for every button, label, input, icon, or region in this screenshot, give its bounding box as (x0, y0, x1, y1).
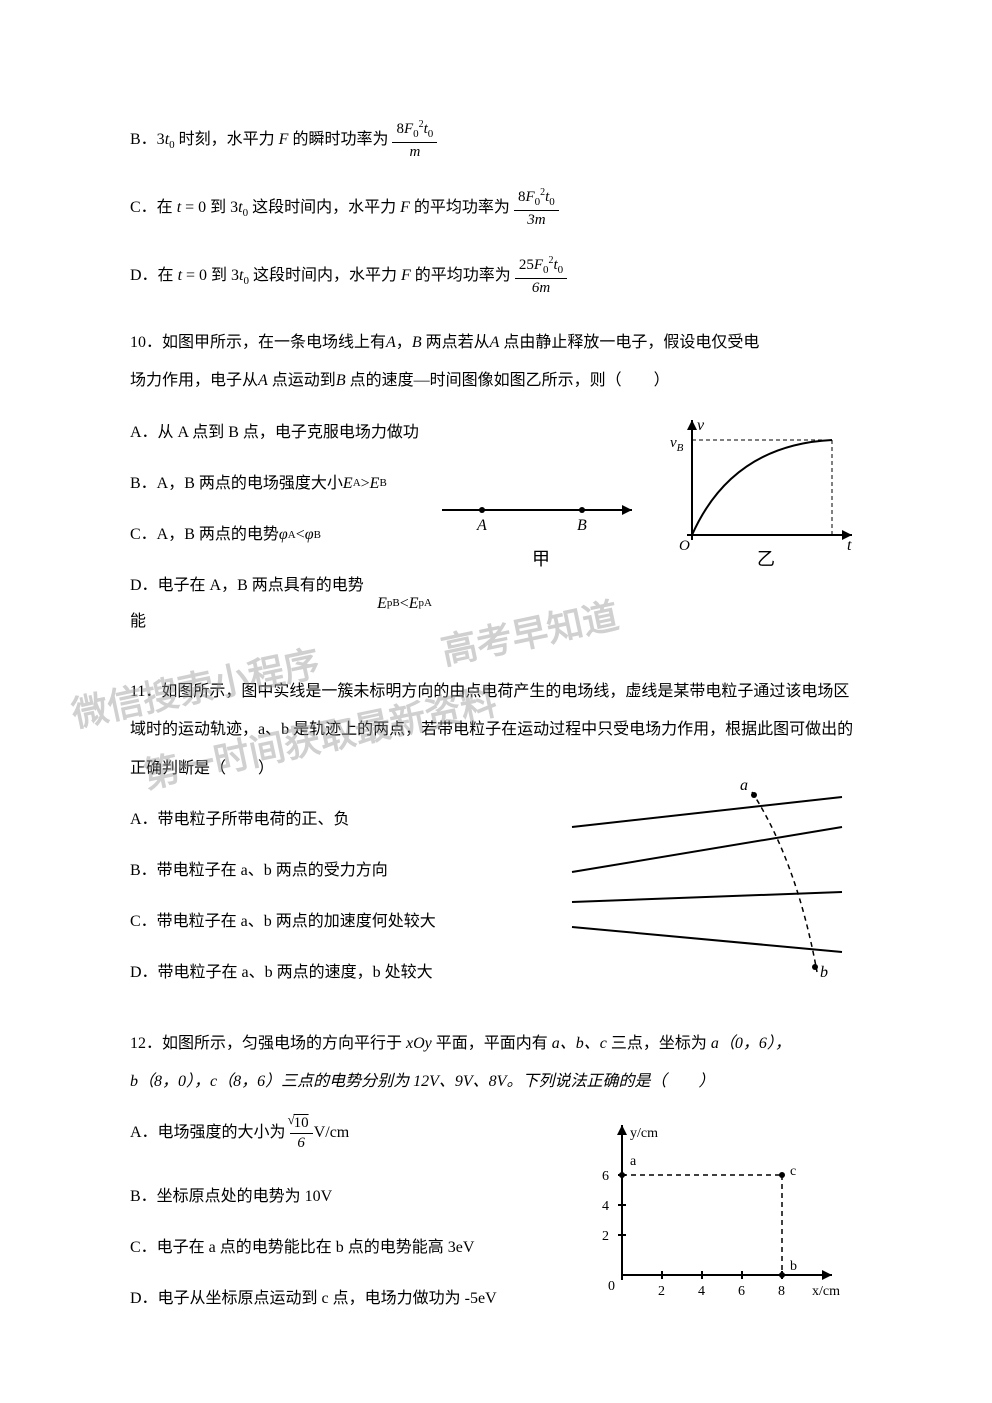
q12-option-C: C．电子在 a 点的电势能比在 b 点的电势能高 3eV (130, 1230, 582, 1265)
q11-option-C: C．带电粒子在 a、b 两点的加速度何处较大 (130, 904, 562, 939)
q9-D-fraction: 25F02t0 6m (515, 256, 567, 296)
ytick2: 2 (602, 1229, 609, 1244)
q9-D-text: D．在 t = 0 到 3t0 这段时间内，水平力 F 的平均功率为 (130, 258, 511, 293)
q12-option-D: D．电子从坐标原点运动到 c 点，电场力做功为 -5eV (130, 1281, 582, 1316)
fig-O: O (679, 538, 690, 554)
q10-option-D: D．电子在 A，B 两点具有的电势能 EpB < EpA (130, 568, 432, 638)
q9-B-fraction: 8F02t0 m (392, 120, 437, 160)
q11-b: b (820, 964, 828, 981)
fig-yi: 乙 (757, 549, 775, 569)
pt-c: c (790, 1164, 796, 1179)
q12-option-A: A．电场强度的大小为 10 6 √ V/cm (130, 1115, 582, 1150)
q9-option-C: C．在 t = 0 到 3t0 这段时间内，水平力 F 的平均功率为 8F02t… (130, 188, 862, 228)
ytick4: 4 (602, 1199, 609, 1214)
q12-figure: 2 4 6 2 4 6 8 a c b 0 y/cm x/c (582, 1115, 862, 1328)
q10-option-A: A．从 A 点到 B 点，电子克服电场力做功 (130, 415, 432, 450)
q10-svg: A B 甲 v vB t O 乙 (432, 415, 862, 575)
q10-option-C: C．A，B 两点的电势 φA < φB (130, 517, 432, 552)
q10-options: A．从 A 点到 B 点，电子克服电场力做功 B．A，B 两点的电场强度大小 E… (130, 415, 432, 655)
q9-option-D: D．在 t = 0 到 3t0 这段时间内，水平力 F 的平均功率为 25F02… (130, 256, 862, 296)
figB-label: B (577, 517, 587, 534)
q10-text: 10．如图甲所示，在一条电场线上有A，B 两点若从A 点由静止释放一电子，假设电… (130, 324, 862, 401)
xtick8: 8 (778, 1284, 785, 1299)
q12-text: 12．如图所示，匀强电场的方向平行于 xOy 平面，平面内有 a、b、c 三点，… (130, 1025, 862, 1102)
xtick4: 4 (698, 1284, 705, 1299)
q11-figure: a b (562, 762, 862, 995)
q11-svg: a b (562, 762, 862, 982)
q11-option-D: D．带电粒子在 a、b 两点的速度，b 处较大 (130, 955, 562, 990)
xtick2: 2 (658, 1284, 665, 1299)
q11-option-A: A．带电粒子所带电荷的正、负 (130, 802, 562, 837)
q12-svg: 2 4 6 2 4 6 8 a c b 0 y/cm x/c (582, 1115, 862, 1315)
q12-option-B: B．坐标原点处的电势为 10V (130, 1179, 582, 1214)
ytick6: 6 (602, 1169, 609, 1184)
fig-v: v (697, 417, 705, 434)
fig-jia: 甲 (532, 549, 550, 569)
origin: 0 (608, 1279, 615, 1294)
q9-B-text: B．3t0 时刻，水平力 F 的瞬时功率为 (130, 122, 388, 157)
q10-option-B: B．A，B 两点的电场强度大小 EA>EB (130, 466, 432, 501)
xtick6: 6 (738, 1284, 745, 1299)
pt-b: b (790, 1259, 797, 1274)
q9-C-text: C．在 t = 0 到 3t0 这段时间内，水平力 F 的平均功率为 (130, 190, 510, 225)
fig-vB: vB (670, 435, 684, 454)
q10-figure: A B 甲 v vB t O 乙 (432, 415, 862, 588)
q11-options: A．带电粒子所带电荷的正、负 B．带电粒子在 a、b 两点的受力方向 C．带电粒… (130, 802, 562, 1007)
q9-option-B: B．3t0 时刻，水平力 F 的瞬时功率为 8F02t0 m (130, 120, 862, 160)
q12-options: A．电场强度的大小为 10 6 √ V/cm B．坐标原点处的电势为 10V C… (130, 1115, 582, 1332)
q11-option-B: B．带电粒子在 a、b 两点的受力方向 (130, 853, 562, 888)
pt-a: a (630, 1154, 637, 1169)
ylabel: y/cm (630, 1126, 658, 1141)
xlabel: x/cm (812, 1284, 840, 1299)
figA-label: A (476, 517, 487, 534)
q11-a: a (740, 777, 748, 794)
q9-C-fraction: 8F02t0 3m (514, 188, 559, 228)
fig-t: t (847, 537, 852, 554)
